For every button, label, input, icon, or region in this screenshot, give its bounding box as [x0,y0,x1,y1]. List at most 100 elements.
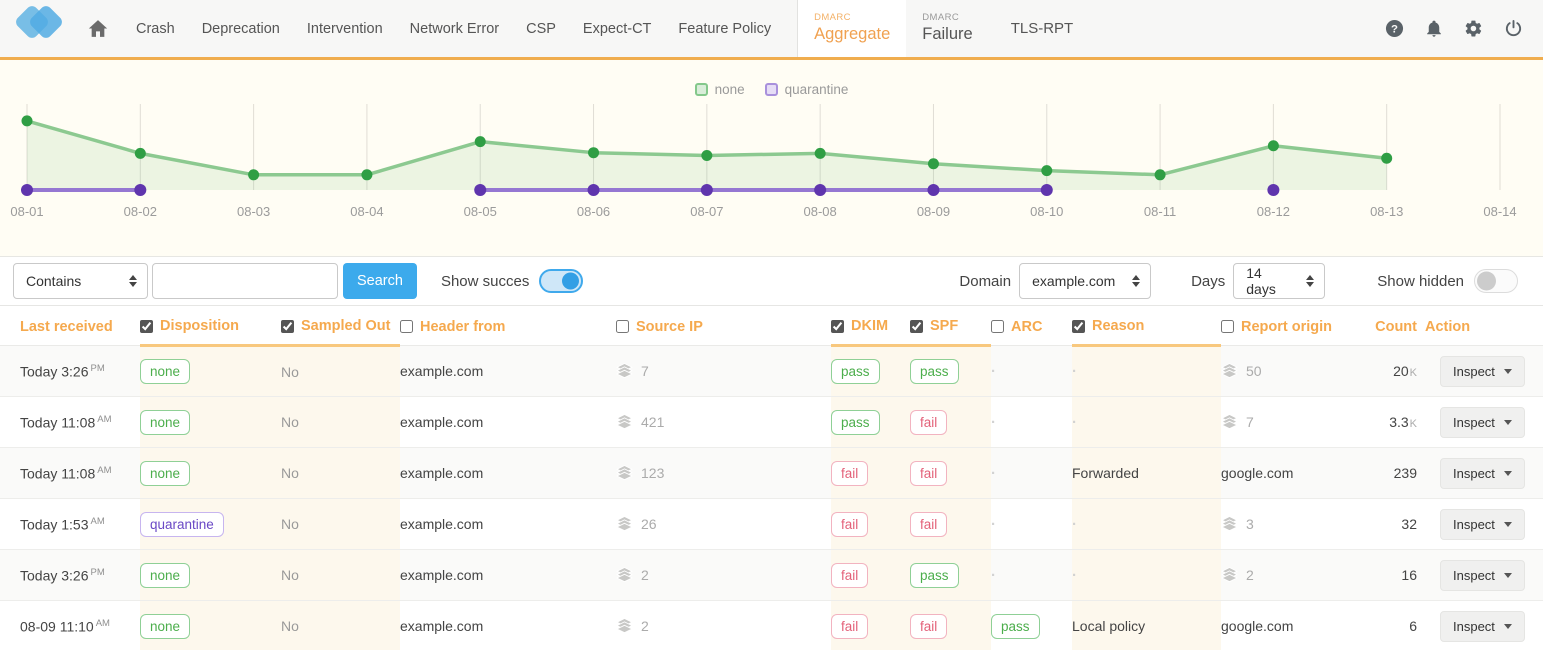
nav-actions: ? [1385,19,1523,38]
home-button[interactable] [88,19,108,38]
search-input[interactable] [152,263,338,299]
logout-icon[interactable] [1504,19,1523,38]
cell-report-origin: 50 [1221,346,1353,397]
column-toggle-report-origin[interactable] [1221,320,1234,333]
none-point[interactable] [474,136,486,148]
inspect-button[interactable]: Inspect [1440,610,1525,642]
tab-group-label: DMARC [922,12,960,24]
cell-header-from: example.com [400,448,616,499]
none-point[interactable] [1381,152,1393,164]
none-point[interactable] [21,115,33,127]
cell-reason: · [1072,498,1221,550]
legend-item-quarantine[interactable]: quarantine [764,82,848,97]
cell-report-origin: google.com [1221,601,1353,650]
inspect-button[interactable]: Inspect [1440,355,1525,387]
cell-spf: fail [910,396,991,448]
nav-item-intervention[interactable]: Intervention [306,20,383,37]
column-toggle-dkim[interactable] [831,319,844,333]
quarantine-point[interactable] [1267,184,1280,196]
cell-header-from: example.com [400,346,616,397]
header-from-value: example.com [400,465,484,481]
help-icon[interactable]: ? [1385,19,1404,38]
quarantine-point[interactable] [1040,184,1053,196]
report-origin-domain: google.com [1221,465,1294,481]
nav-item-crash[interactable]: Crash [136,20,175,37]
none-point[interactable] [1267,140,1279,152]
chevron-down-icon [1503,470,1512,476]
domain-select[interactable]: example.com [1019,263,1152,299]
column-header-last-received: Last received [0,306,140,346]
none-point[interactable] [134,147,146,159]
days-select[interactable]: 14 days [1233,263,1326,299]
none-point[interactable] [1041,165,1053,177]
nav-item-network-error[interactable]: Network Error [409,20,500,37]
dmarc-volume-chart[interactable]: 08-01 08-02 08-03 08-04 08-05 08-06 08-07 08-08… [0,100,1543,250]
nav-item-expect-ct[interactable]: Expect-CT [582,20,652,37]
empty-value: · [991,566,996,584]
quarantine-point[interactable] [134,184,147,196]
cell-spf: fail [910,600,991,650]
match-type-select[interactable]: Contains [13,263,148,299]
none-point[interactable] [814,147,826,159]
column-header-sampled-out: Sampled Out [281,306,400,347]
column-header-source-ip: Source IP [616,306,831,346]
cell-arc: · [991,346,1072,397]
chevron-down-icon [1503,623,1512,629]
none-point[interactable] [927,158,939,170]
column-toggle-arc[interactable] [991,320,1004,333]
none-point[interactable] [361,169,373,181]
settings-icon[interactable] [1464,19,1483,38]
cell-reason: · [1072,549,1221,601]
none-point[interactable] [701,149,713,161]
none-point[interactable] [1154,169,1166,181]
column-toggle-spf[interactable] [910,319,923,333]
column-toggle-sampled-out[interactable] [281,319,294,333]
source-ip-count: 2 [641,567,649,583]
app-logo[interactable] [14,2,64,55]
nav-item-feature-policy[interactable]: Feature Policy [678,20,772,37]
tab-dmarc-failure[interactable]: DMARC Failure [906,0,988,57]
nav-item-csp[interactable]: CSP [526,20,556,37]
search-button[interactable]: Search [343,263,417,299]
inspect-button[interactable]: Inspect [1440,406,1525,438]
column-toggle-header-from[interactable] [400,320,413,333]
quarantine-point[interactable] [927,184,940,196]
cell-arc: · [991,397,1072,448]
report-origin-count: 2 [1246,567,1254,583]
column-toggle-disposition[interactable] [140,319,153,333]
quarantine-point[interactable] [700,184,713,196]
sampled-out-value: No [281,465,299,481]
count-value: 6 [1409,618,1417,635]
quarantine-point[interactable] [21,184,33,196]
quarantine-point[interactable] [474,184,487,196]
show-success-toggle[interactable] [539,269,584,293]
cell-last-received: Today 1:53 AM [0,499,140,550]
cell-sampled-out: No [281,396,400,448]
nav-item-tls-rpt[interactable]: TLS-RPT [1010,20,1074,37]
table-row: Today 1:53 AM quarantine No example.com 26 fai… [0,498,1543,550]
column-toggle-reason[interactable] [1072,319,1085,333]
column-label: Reason [1092,318,1145,334]
badge-pass: pass [910,359,959,384]
domain-value: example.com [1032,273,1116,289]
inspect-button[interactable]: Inspect [1440,559,1525,591]
nav-item-deprecation[interactable]: Deprecation [201,20,280,37]
quarantine-point[interactable] [587,184,600,196]
legend-item-none[interactable]: none [694,82,745,97]
layers-icon [1221,567,1238,583]
notifications-icon[interactable] [1425,19,1443,38]
none-point[interactable] [588,147,600,159]
inspect-button[interactable]: Inspect [1440,508,1525,540]
toggle-knob [1477,271,1496,291]
inspect-button[interactable]: Inspect [1440,457,1525,489]
tab-dmarc-aggregate[interactable]: DMARC Aggregate [798,0,907,57]
cell-header-from: example.com [400,550,616,601]
quarantine-point[interactable] [814,184,827,196]
show-success-label: Show succes [440,272,530,290]
none-point[interactable] [248,169,260,181]
show-hidden-toggle[interactable] [1474,269,1518,293]
column-toggle-source-ip[interactable] [616,320,629,333]
x-axis-label: 08-12 [1257,204,1290,219]
cell-spf: pass [910,549,991,601]
column-header-count: Count [1353,306,1425,346]
